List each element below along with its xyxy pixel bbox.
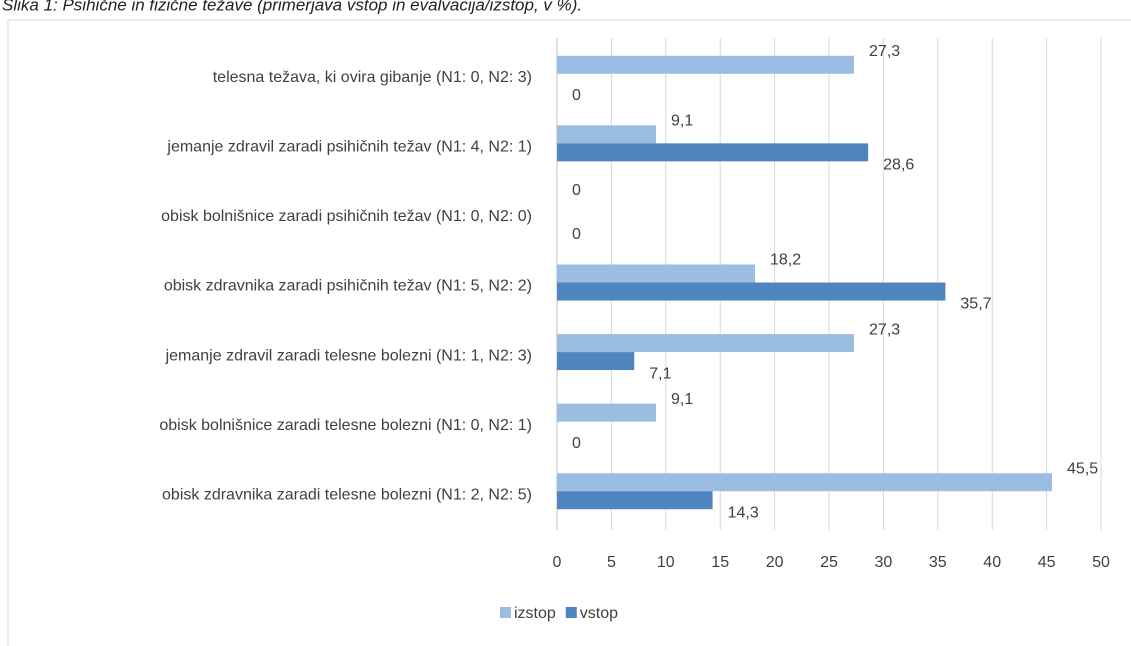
x-tick-label: 30 bbox=[875, 554, 893, 571]
x-tick-label: 5 bbox=[607, 554, 616, 571]
x-tick-label: 45 bbox=[1038, 554, 1056, 571]
data-label: 0 bbox=[572, 182, 581, 199]
bar bbox=[557, 473, 1053, 492]
y-tick-label: jemanje zdravil zaradi psihičnih težav (… bbox=[166, 139, 532, 156]
data-label: 14,3 bbox=[728, 504, 759, 521]
x-tick-label: 15 bbox=[711, 554, 729, 571]
bar bbox=[557, 403, 657, 422]
data-label: 28,6 bbox=[883, 157, 914, 174]
bar bbox=[557, 55, 855, 74]
x-tick-label: 50 bbox=[1092, 554, 1110, 571]
legend-label: vstop bbox=[580, 605, 618, 622]
data-label: 0 bbox=[572, 87, 581, 104]
legend-swatch bbox=[500, 607, 511, 618]
x-tick-label: 20 bbox=[766, 554, 784, 571]
data-label: 0 bbox=[572, 435, 581, 452]
data-label: 0 bbox=[572, 226, 581, 243]
bar bbox=[557, 264, 756, 283]
data-label: 18,2 bbox=[770, 252, 801, 269]
legend-swatch bbox=[565, 607, 577, 618]
y-tick-label: obisk zdravnika zaradi telesne bolezni (… bbox=[162, 486, 532, 503]
data-label: 7,1 bbox=[649, 365, 671, 382]
x-tick-label: 35 bbox=[929, 554, 947, 571]
bar bbox=[557, 282, 946, 301]
bar bbox=[557, 491, 713, 510]
y-tick-label: obisk bolnišnice zaradi telesne bolezni … bbox=[159, 417, 532, 434]
y-tick-label: telesna težava, ki ovira gibanje (N1: 0,… bbox=[213, 69, 532, 86]
x-tick-label: 0 bbox=[553, 554, 562, 571]
data-label: 9,1 bbox=[671, 113, 693, 130]
bar bbox=[557, 143, 869, 162]
data-label: 9,1 bbox=[671, 391, 693, 408]
bar bbox=[557, 352, 635, 371]
data-label: 35,7 bbox=[960, 296, 991, 313]
bar bbox=[557, 125, 657, 144]
x-tick-label: 10 bbox=[657, 554, 675, 571]
x-tick-label: 40 bbox=[983, 554, 1001, 571]
legend-label: izstop bbox=[514, 605, 556, 622]
y-tick-label: obisk zdravnika zaradi psihičnih težav (… bbox=[164, 278, 532, 295]
x-tick-label: 25 bbox=[820, 554, 838, 571]
chart-frame bbox=[7, 19, 1131, 646]
bar bbox=[557, 334, 855, 353]
data-label: 27,3 bbox=[869, 43, 900, 60]
data-label: 27,3 bbox=[869, 321, 900, 338]
data-label: 45,5 bbox=[1067, 460, 1098, 477]
y-tick-label: jemanje zdravil zaradi telesne bolezni (… bbox=[165, 347, 532, 364]
y-tick-label: obisk bolnišnice zaradi psihičnih težav … bbox=[161, 208, 532, 225]
chart-title: Slika 1: Psihične in fizične težave (pri… bbox=[2, 0, 582, 14]
